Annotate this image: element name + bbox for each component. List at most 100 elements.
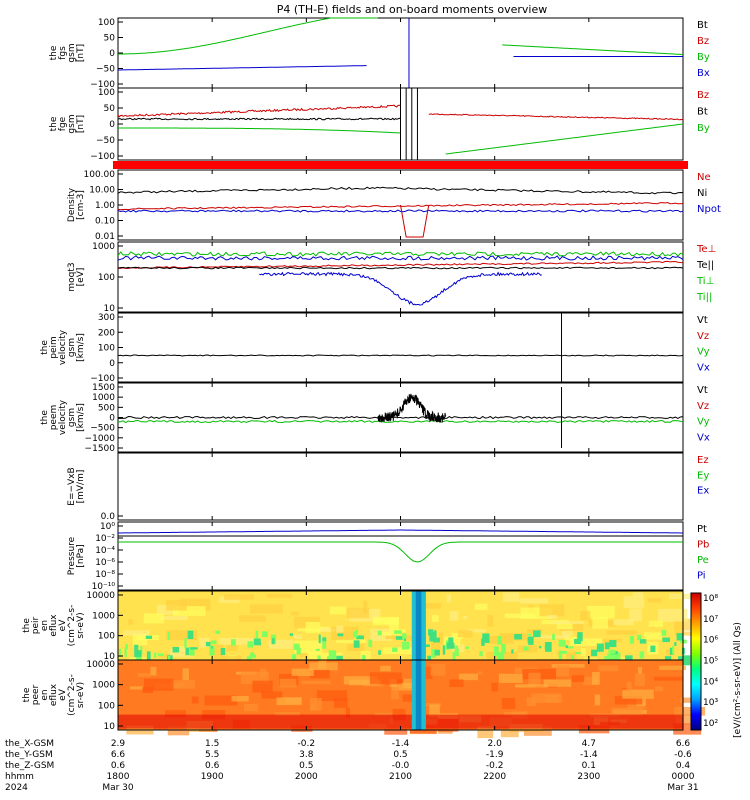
heatmap-cell — [150, 666, 157, 676]
heatmap-cell — [496, 651, 505, 661]
heatmap-cell — [360, 650, 371, 662]
heatmap-cell — [402, 633, 407, 639]
y-axis-label: E=−VxB [mV/m] — [67, 467, 86, 505]
heatmap-cell — [353, 640, 360, 648]
heatmap-cell — [172, 646, 180, 653]
series-ti-perp — [117, 251, 684, 257]
heatmap-cell — [146, 651, 151, 660]
heatmap-cell — [239, 615, 266, 622]
heatmap-cell — [353, 631, 358, 638]
legend-Bz: Bz — [697, 90, 709, 101]
y-gsm-value: 0.5 — [393, 750, 407, 760]
y-gsm-value: -1.4 — [580, 750, 598, 760]
y-axis-label: moqt3 [eV] — [67, 262, 86, 291]
y-label-line: eflux — [49, 683, 59, 706]
heatmap-cell — [210, 644, 224, 657]
heatmap-cell — [199, 637, 210, 648]
y-tick-label: 1.00 — [95, 201, 115, 211]
legend-Pt: Pt — [697, 524, 707, 535]
y-tick-label: 0 — [109, 49, 115, 59]
series-vt-burst — [377, 393, 447, 423]
series-bz — [117, 104, 401, 118]
heatmap-cell — [380, 665, 391, 672]
ephemeris-table: the_X-GSMthe_Y-GSMthe_Z-GSMhhmm20242.96.… — [5, 739, 699, 793]
heatmap-cell — [124, 647, 127, 657]
y-label-line: Density — [67, 187, 77, 222]
legend-Te⊥: Te⊥ — [696, 244, 716, 255]
heatmap-cell — [191, 696, 199, 704]
chart-title: P4 (TH-E) fields and on-board moments ov… — [277, 3, 548, 16]
colorbar-tick: 10⁴ — [703, 677, 718, 687]
y-label-line: gsm — [67, 43, 77, 62]
legend-Ey: Ey — [697, 470, 709, 481]
heatmap-cell — [261, 631, 268, 638]
legend-Ni: Ni — [697, 188, 707, 199]
panel-peir: 10000 1000 100 10 the peir en eflux eV (cm^2-s-sr… — [22, 590, 696, 669]
heatmap-cell — [639, 639, 647, 644]
legend-Ez: Ez — [697, 455, 709, 466]
heatmap-cell — [648, 620, 664, 628]
heatmap-cell — [170, 649, 194, 658]
spectrogram-colorbar: 10⁸ 10⁷ 10⁶ 10⁵ 10⁴ 10³ 10² [eV/(cm²-s-sr-eV)] … — [690, 592, 743, 738]
heatmap-cell — [395, 636, 403, 640]
heatmap-cell — [567, 646, 574, 649]
heatmap-cell — [261, 691, 283, 699]
legend-Ti||: Ti|| — [696, 292, 712, 303]
heatmap-cell — [626, 681, 632, 691]
heatmap-cell — [336, 625, 344, 633]
colorbar-tick: 10⁵ — [703, 657, 718, 667]
y-label-line: gsm — [67, 408, 77, 427]
heatmap-cell — [587, 605, 615, 619]
y-label-line: Pressure — [67, 536, 77, 575]
y-label-line: (cm^2-s- — [67, 605, 77, 647]
heatmap-cell — [167, 632, 171, 641]
heatmap-cell — [289, 633, 294, 636]
series-pi — [118, 529, 683, 534]
y-tick-label: −1000 — [85, 434, 116, 444]
heatmap-cell — [674, 642, 677, 646]
fge-red-bar — [113, 161, 688, 169]
heatmap-cell — [629, 608, 643, 622]
heatmap-cell — [267, 593, 292, 598]
panel-fgs: 100 50 0 −50 −100 the fgs gsm [nT] Bt Bz By Bx — [49, 17, 710, 90]
panel-frame — [117, 17, 684, 89]
year-label: 2024 — [5, 783, 28, 793]
heatmap-cell — [583, 676, 598, 686]
heatmap-cell — [531, 693, 562, 704]
legend-Bt: Bt — [697, 20, 708, 31]
heatmap-cell — [274, 712, 300, 717]
legend-Vt: Vt — [697, 315, 708, 326]
y-gsm-value: 6.6 — [111, 750, 126, 760]
heatmap-cell — [329, 606, 347, 615]
heatmap-cell — [611, 707, 643, 716]
panel-efield: 0.0 E=−VxB [mV/m] Ez Ey Ex — [67, 452, 709, 522]
heatmap-cell — [118, 648, 122, 657]
heatmap-cell — [467, 629, 486, 633]
heatmap-cell — [661, 629, 667, 636]
z-gsm-value: 0.6 — [205, 761, 220, 771]
heatmap-cell — [462, 616, 468, 620]
heatmap-cell — [291, 654, 297, 663]
legend-Vz: Vz — [697, 401, 709, 412]
heatmap-cell — [378, 650, 381, 655]
y-tick-label: −100 — [90, 374, 115, 384]
heatmap-cell — [556, 665, 570, 677]
heatmap-cell — [253, 638, 261, 643]
heatmap-cell — [561, 626, 573, 637]
heatmap-cell — [167, 656, 171, 660]
heatmap-cell — [607, 653, 613, 660]
legend-Vx: Vx — [697, 362, 710, 373]
ephem-row-label: the_Z-GSM — [5, 761, 54, 771]
heatmap-cell — [391, 686, 399, 700]
legend-Bx: Bx — [697, 68, 710, 79]
heatmap-cell — [442, 645, 446, 655]
heatmap-cell — [356, 635, 365, 640]
z-gsm-value: 0.4 — [676, 761, 691, 771]
heatmap-cell — [454, 648, 459, 656]
heatmap-cell — [580, 611, 591, 621]
heatmap-cell — [558, 650, 563, 660]
heatmap-cell — [310, 703, 317, 711]
heatmap-cell — [392, 647, 398, 652]
heatmap-cell — [330, 626, 359, 631]
series-ne-dip — [400, 204, 430, 238]
